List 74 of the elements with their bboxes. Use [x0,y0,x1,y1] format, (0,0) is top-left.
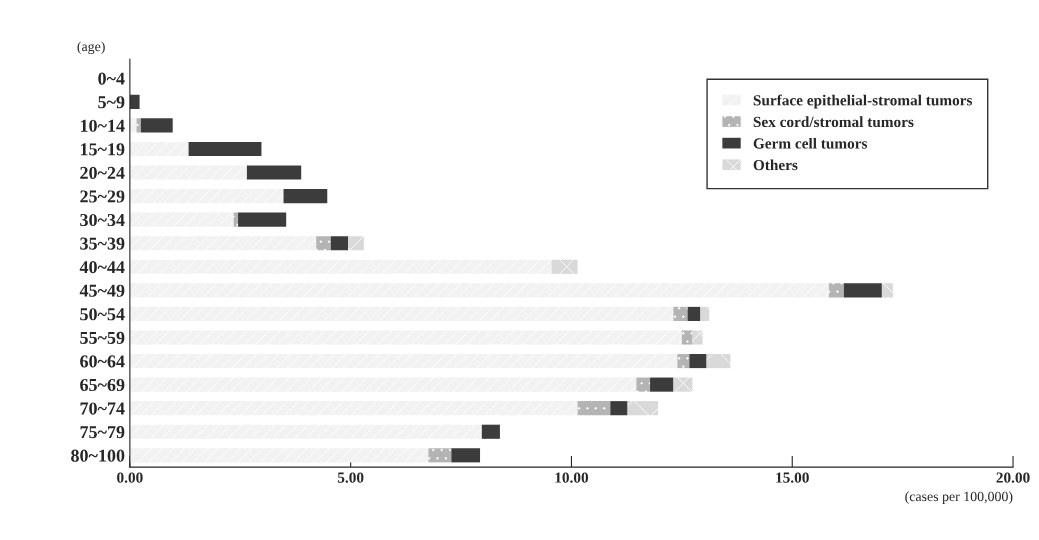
bar [677,353,690,369]
x-tick-label: 10.00 [555,472,589,483]
bar [650,377,674,392]
y-tick-label: 15~19 [80,143,125,156]
bar [188,141,262,157]
bar [129,330,682,345]
y-tick-label: 60~64 [80,355,125,368]
bar [129,141,189,157]
y-tick-label: 40~44 [79,261,125,274]
legend-label: Sex cord/stromal tumors [753,116,914,128]
y-tick-label: 45~49 [79,284,125,297]
y-tick-label: 50~54 [80,308,125,321]
bar [129,306,674,321]
bar [610,401,628,416]
bar [636,377,651,392]
bar [129,94,140,109]
bar [627,401,658,416]
x-tick-label: 15.00 [776,472,809,483]
y-tick-label: 30~34 [80,213,125,227]
bar [428,448,452,463]
bar [673,306,688,321]
bar [348,236,364,251]
bar [129,377,637,392]
bar [129,448,429,463]
bar [843,283,882,298]
bar [577,401,611,416]
bar [129,283,829,298]
bar [129,259,552,274]
bar [330,236,349,251]
bar [881,283,893,298]
y-tick-label: 5~9 [98,96,125,109]
y-tick-label: 25~29 [80,190,125,203]
bar [681,330,692,345]
y-tick-label: 70~74 [80,402,125,415]
legend-label: Surface epithelial-stromal tumors [753,94,973,109]
bar [238,212,287,227]
y-tick-label: 20~24 [80,166,125,179]
y-tick-label: 65~69 [80,378,125,392]
bar [673,377,693,392]
bar [283,189,328,204]
bar [129,212,234,227]
bar [129,189,284,204]
bar [700,306,710,321]
bar [129,424,482,439]
y-tick-label: 35~39 [80,237,125,250]
bar [687,306,701,321]
y-axis-title: (age) [77,41,105,55]
bar [316,236,331,251]
bar [692,330,703,345]
bar [129,353,678,369]
x-tick-label: 20.00 [996,472,1030,483]
x-tick-label: 5.00 [337,472,364,483]
x-tick-label: 0.00 [117,472,143,483]
bar [136,118,141,133]
bar [129,165,247,180]
legend-label: Germ cell tumors [753,137,868,149]
bar [129,236,317,251]
x-axis-title: (cases per 100,000) [905,491,1013,504]
y-tick-label: 80~100 [71,449,125,462]
bar [129,401,578,416]
y-tick-label: 55~59 [80,331,125,344]
y-tick-label: 10~14 [80,119,125,132]
bar [233,212,239,227]
bar [689,353,707,369]
bar [706,353,731,369]
y-tick-label: 75~79 [80,426,125,439]
bar [551,259,578,274]
y-tick-label: 0~4 [98,72,125,85]
bar [451,448,481,463]
legend-label: Others [753,159,798,171]
bar [828,283,844,298]
bar [140,118,173,133]
bar [246,165,302,180]
bar [481,424,500,439]
